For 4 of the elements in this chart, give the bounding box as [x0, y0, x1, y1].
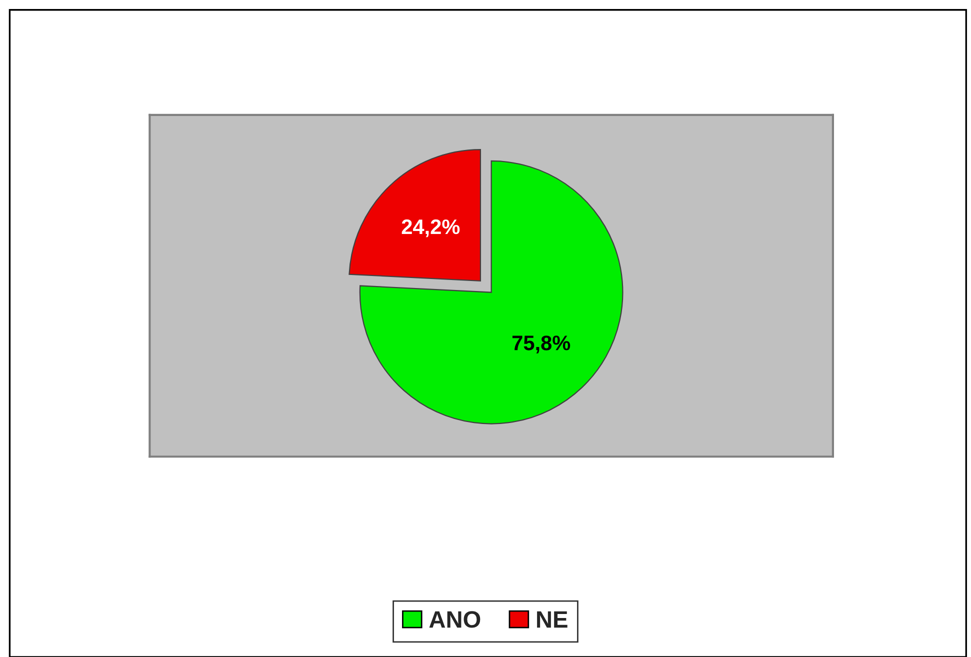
data-label: 24,2% — [402, 219, 460, 238]
data-label: 75,8% — [512, 336, 570, 354]
legend-label: ANO — [429, 611, 480, 628]
legend-label: NE — [537, 611, 568, 628]
